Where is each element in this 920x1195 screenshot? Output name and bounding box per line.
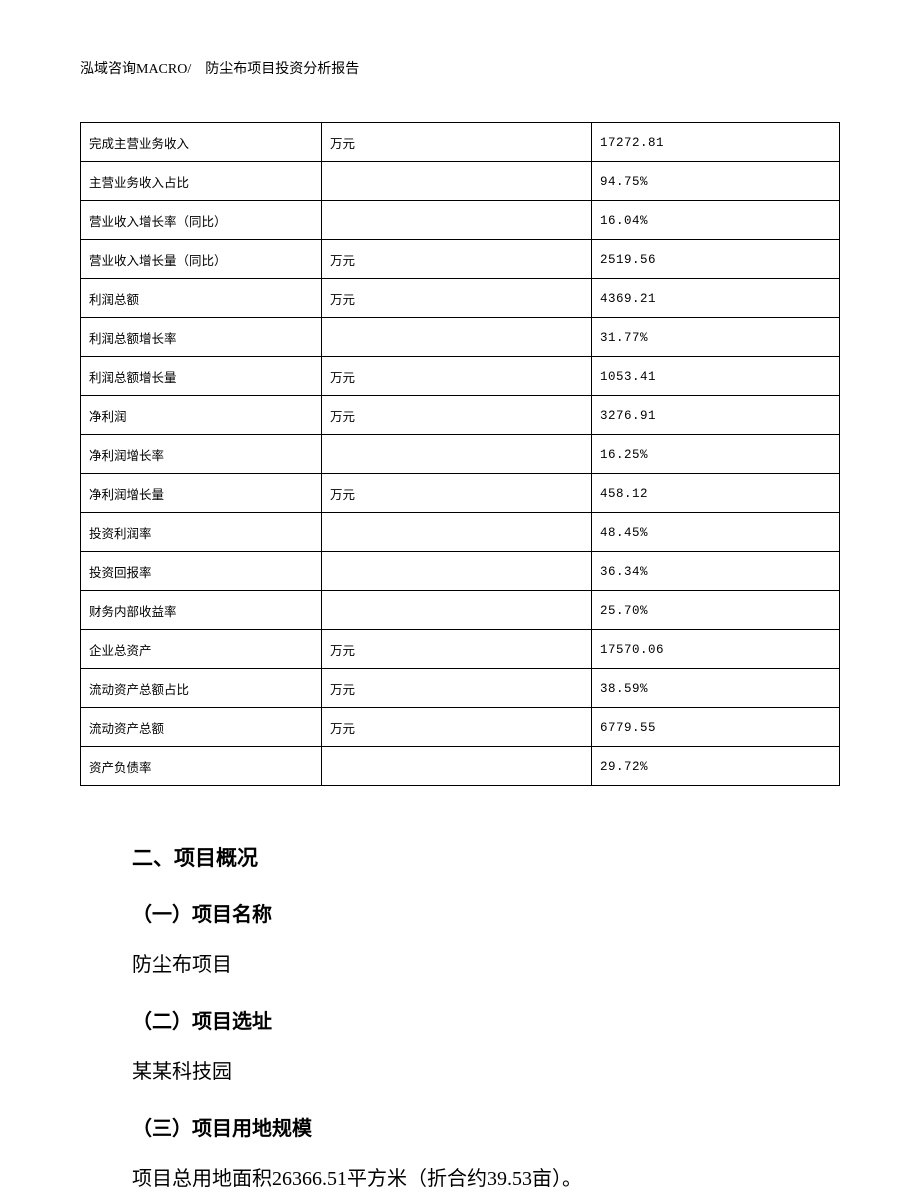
table-row: 净利润万元3276.91 — [81, 396, 840, 435]
metric-label: 财务内部收益率 — [81, 591, 322, 630]
metric-unit: 万元 — [322, 474, 592, 513]
metric-label: 营业收入增长率（同比） — [81, 201, 322, 240]
metric-unit — [322, 513, 592, 552]
header-macro: MACRO/ — [136, 62, 191, 77]
sub-heading-1: （一）项目名称 — [132, 898, 840, 927]
table-row: 利润总额增长率 31.77% — [81, 318, 840, 357]
metric-value: 16.04% — [592, 201, 840, 240]
metric-value: 17272.81 — [592, 123, 840, 162]
table-row: 营业收入增长量（同比）万元2519.56 — [81, 240, 840, 279]
content-block: 二、项目概况 （一）项目名称 防尘布项目 （二）项目选址 某某科技园 （三）项目… — [80, 842, 840, 1195]
metric-value: 458.12 — [592, 474, 840, 513]
table-row: 营业收入增长率（同比） 16.04% — [81, 201, 840, 240]
metric-label: 净利润增长率 — [81, 435, 322, 474]
metric-label: 完成主营业务收入 — [81, 123, 322, 162]
metric-label: 利润总额增长率 — [81, 318, 322, 357]
header-company: 泓域咨询 — [80, 62, 136, 77]
metric-value: 17570.06 — [592, 630, 840, 669]
metric-unit — [322, 747, 592, 786]
metric-label: 企业总资产 — [81, 630, 322, 669]
metric-unit — [322, 552, 592, 591]
metric-label: 流动资产总额 — [81, 708, 322, 747]
metric-label: 利润总额 — [81, 279, 322, 318]
metric-value: 25.70% — [592, 591, 840, 630]
metric-value: 36.34% — [592, 552, 840, 591]
body-text-2: 某某科技园 — [132, 1056, 840, 1088]
metric-value: 16.25% — [592, 435, 840, 474]
metric-unit: 万元 — [322, 669, 592, 708]
metric-label: 资产负债率 — [81, 747, 322, 786]
table-row: 净利润增长量万元458.12 — [81, 474, 840, 513]
metric-label: 净利润增长量 — [81, 474, 322, 513]
metric-label: 主营业务收入占比 — [81, 162, 322, 201]
metric-unit: 万元 — [322, 630, 592, 669]
financial-metrics-table: 完成主营业务收入万元17272.81主营业务收入占比94.75%营业收入增长率（… — [80, 122, 840, 786]
table-row: 流动资产总额占比万元38.59% — [81, 669, 840, 708]
metric-value: 2519.56 — [592, 240, 840, 279]
metric-unit: 万元 — [322, 123, 592, 162]
metric-unit: 万元 — [322, 279, 592, 318]
sub-heading-2: （二）项目选址 — [132, 1005, 840, 1034]
table-row: 流动资产总额万元6779.55 — [81, 708, 840, 747]
metric-unit: 万元 — [322, 240, 592, 279]
metric-value: 31.77% — [592, 318, 840, 357]
metric-value: 94.75% — [592, 162, 840, 201]
table-row: 净利润增长率 16.25% — [81, 435, 840, 474]
body-text-1: 防尘布项目 — [132, 949, 840, 981]
metric-unit — [322, 162, 592, 201]
metric-label: 利润总额增长量 — [81, 357, 322, 396]
metric-value: 3276.91 — [592, 396, 840, 435]
table-row: 投资利润率 48.45% — [81, 513, 840, 552]
metric-unit — [322, 435, 592, 474]
table-body: 完成主营业务收入万元17272.81主营业务收入占比94.75%营业收入增长率（… — [81, 123, 840, 786]
table-row: 财务内部收益率 25.70% — [81, 591, 840, 630]
metric-unit: 万元 — [322, 708, 592, 747]
metric-value: 48.45% — [592, 513, 840, 552]
table-row: 利润总额增长量万元1053.41 — [81, 357, 840, 396]
metric-unit — [322, 201, 592, 240]
metric-unit — [322, 318, 592, 357]
table-row: 资产负债率 29.72% — [81, 747, 840, 786]
section-heading: 二、项目概况 — [132, 842, 840, 872]
metric-value: 1053.41 — [592, 357, 840, 396]
table-row: 完成主营业务收入万元17272.81 — [81, 123, 840, 162]
table-row: 利润总额万元4369.21 — [81, 279, 840, 318]
metric-label: 投资回报率 — [81, 552, 322, 591]
metric-label: 净利润 — [81, 396, 322, 435]
metric-value: 38.59% — [592, 669, 840, 708]
table-row: 主营业务收入占比 94.75% — [81, 162, 840, 201]
metric-label: 营业收入增长量（同比） — [81, 240, 322, 279]
metric-value: 4369.21 — [592, 279, 840, 318]
metric-label: 流动资产总额占比 — [81, 669, 322, 708]
header-title: 防尘布项目投资分析报告 — [205, 62, 359, 77]
table-row: 企业总资产万元17570.06 — [81, 630, 840, 669]
metric-unit: 万元 — [322, 357, 592, 396]
sub-heading-3: （三）项目用地规模 — [132, 1112, 840, 1141]
metric-value: 6779.55 — [592, 708, 840, 747]
metric-value: 29.72% — [592, 747, 840, 786]
metric-unit: 万元 — [322, 396, 592, 435]
body-text-3: 项目总用地面积26366.51平方米（折合约39.53亩）。 — [90, 1163, 840, 1195]
metric-unit — [322, 591, 592, 630]
metric-label: 投资利润率 — [81, 513, 322, 552]
page-header: 泓域咨询MACRO/ 防尘布项目投资分析报告 — [80, 58, 840, 78]
table-row: 投资回报率 36.34% — [81, 552, 840, 591]
